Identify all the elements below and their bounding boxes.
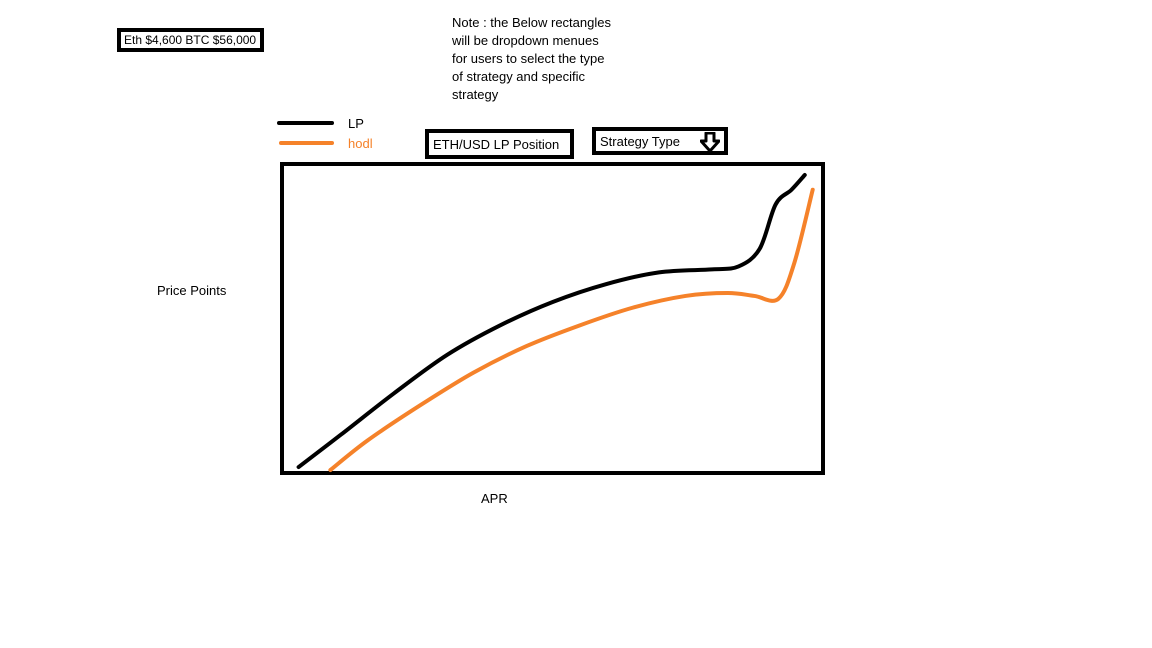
series-line-lp [296, 173, 807, 470]
x-axis-label: APR [481, 491, 508, 506]
price-ticker-text: Eth $4,600 BTC $56,000 [124, 33, 257, 47]
legend-lp-swatch [277, 121, 334, 125]
legend-lp-label: LP [348, 116, 364, 131]
legend-hodl-swatch [279, 141, 334, 145]
position-dropdown-value: ETH/USD LP Position [433, 137, 560, 152]
annotation-note: Note : the Below rectangles will be drop… [452, 15, 611, 102]
series-line-hodl [328, 187, 815, 472]
legend-hodl-label: hodl [348, 136, 373, 151]
y-axis-label: Price Points [157, 283, 227, 298]
strategy-type-dropdown[interactable]: Strategy Type [592, 127, 728, 155]
strategy-type-dropdown-value: Strategy Type [600, 134, 680, 149]
position-dropdown[interactable]: ETH/USD LP Position [425, 129, 574, 159]
price-ticker: Eth $4,600 BTC $56,000 [117, 28, 264, 52]
chart-frame [280, 162, 825, 475]
arrow-down-icon[interactable] [700, 132, 720, 152]
